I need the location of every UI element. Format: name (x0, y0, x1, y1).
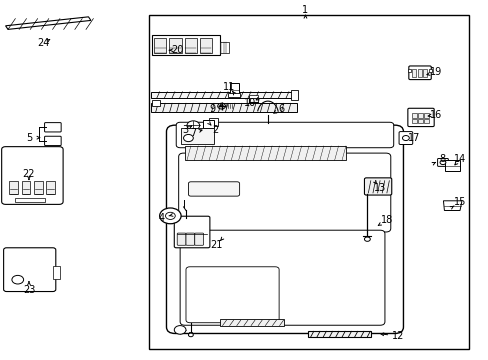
FancyBboxPatch shape (437, 158, 447, 166)
Bar (424, 113, 428, 118)
FancyBboxPatch shape (398, 132, 412, 144)
Circle shape (217, 103, 225, 109)
Bar (21, 181, 30, 194)
Bar (151, 103, 297, 112)
Circle shape (174, 325, 185, 334)
Bar (411, 119, 416, 123)
Bar (422, 69, 426, 77)
Bar (184, 39, 196, 53)
Text: 1: 1 (302, 5, 308, 15)
Text: 12: 12 (391, 331, 404, 341)
Text: 22: 22 (22, 168, 35, 179)
Bar (53, 266, 60, 279)
Text: 16: 16 (428, 110, 441, 120)
Bar (34, 181, 42, 194)
Text: 7: 7 (190, 128, 196, 138)
Bar (411, 69, 415, 77)
Bar (15, 198, 44, 202)
FancyBboxPatch shape (194, 233, 203, 245)
Text: 4: 4 (158, 213, 164, 222)
Circle shape (186, 121, 199, 130)
Text: 9: 9 (209, 104, 215, 114)
Text: 3: 3 (182, 125, 188, 135)
FancyBboxPatch shape (174, 216, 209, 248)
Bar (181, 128, 214, 144)
Text: 21: 21 (210, 240, 222, 250)
Text: 18: 18 (380, 215, 392, 225)
Bar (220, 319, 283, 326)
Bar (152, 100, 159, 106)
Bar (307, 330, 370, 337)
Circle shape (188, 333, 193, 337)
Text: 5: 5 (26, 133, 32, 143)
Text: 15: 15 (453, 197, 465, 207)
FancyBboxPatch shape (177, 233, 185, 245)
FancyBboxPatch shape (178, 153, 390, 232)
Text: 10: 10 (244, 98, 256, 108)
Circle shape (165, 212, 175, 220)
Bar (203, 120, 213, 128)
FancyBboxPatch shape (166, 125, 403, 333)
Bar (407, 69, 410, 72)
FancyBboxPatch shape (185, 267, 279, 323)
Text: 6: 6 (278, 104, 284, 114)
Bar (152, 36, 220, 55)
Text: 8: 8 (438, 154, 444, 164)
Bar (169, 39, 181, 53)
Bar (220, 42, 228, 53)
Circle shape (402, 135, 408, 140)
Circle shape (364, 237, 369, 241)
Bar (208, 118, 217, 126)
FancyBboxPatch shape (44, 123, 61, 132)
Bar (249, 95, 258, 98)
Bar (424, 119, 428, 123)
FancyBboxPatch shape (176, 122, 393, 148)
FancyBboxPatch shape (185, 233, 194, 245)
Text: 2: 2 (212, 125, 218, 135)
Text: 23: 23 (23, 285, 35, 296)
Polygon shape (5, 17, 91, 30)
FancyBboxPatch shape (188, 182, 239, 196)
Text: 17: 17 (407, 133, 420, 143)
Bar (290, 90, 297, 100)
Text: 19: 19 (428, 67, 441, 77)
Text: 24: 24 (38, 38, 50, 48)
Bar (184, 146, 345, 160)
FancyBboxPatch shape (407, 108, 433, 127)
FancyBboxPatch shape (44, 136, 61, 145)
Bar (428, 69, 431, 72)
FancyBboxPatch shape (408, 66, 430, 80)
FancyBboxPatch shape (1, 147, 63, 204)
Bar (228, 93, 240, 97)
Bar (417, 119, 422, 123)
Bar (46, 181, 55, 194)
Bar (411, 113, 416, 118)
Bar (151, 92, 292, 98)
Bar (417, 113, 422, 118)
FancyBboxPatch shape (180, 230, 384, 325)
Bar (199, 39, 211, 53)
Circle shape (12, 275, 23, 284)
Text: 20: 20 (171, 45, 183, 55)
Text: 14: 14 (453, 154, 465, 164)
Bar (154, 39, 166, 53)
Polygon shape (443, 201, 461, 211)
FancyBboxPatch shape (3, 248, 56, 292)
Bar (229, 83, 238, 94)
Circle shape (439, 160, 445, 165)
Circle shape (183, 134, 193, 141)
Bar (445, 160, 459, 171)
Bar (149, 15, 468, 348)
Text: 11: 11 (223, 82, 235, 92)
FancyBboxPatch shape (364, 178, 391, 195)
Circle shape (159, 208, 181, 224)
Bar (417, 69, 421, 77)
Text: 13: 13 (373, 183, 386, 193)
Bar (9, 181, 18, 194)
